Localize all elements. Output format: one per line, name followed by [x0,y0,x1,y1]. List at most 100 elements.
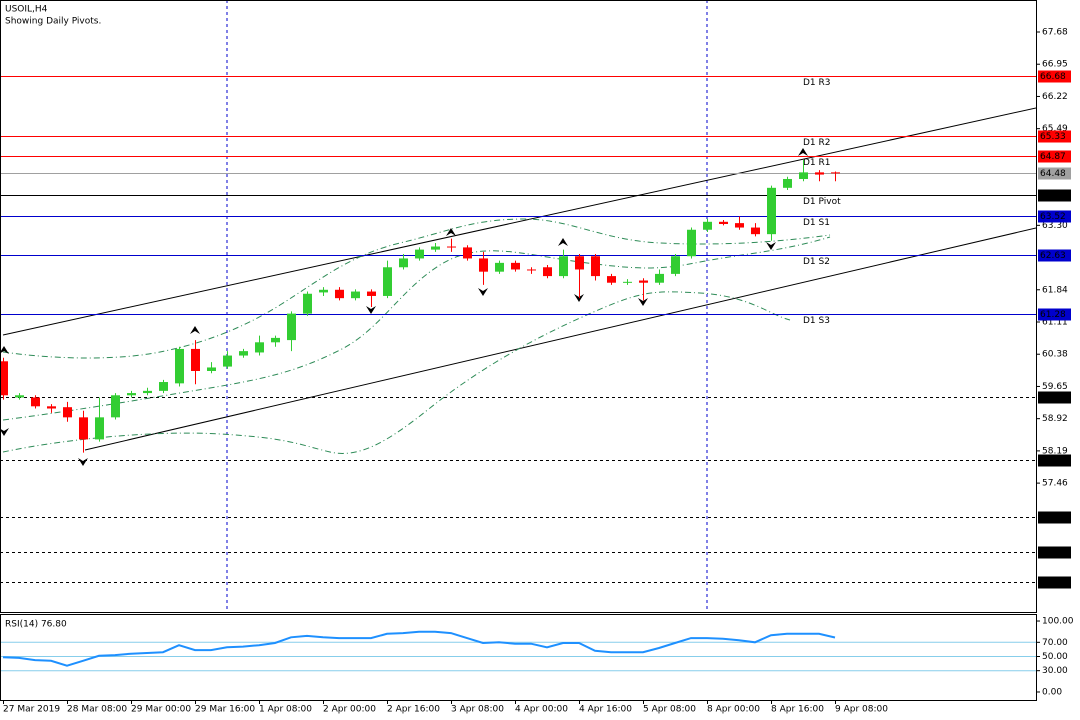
candle-body [511,262,520,270]
chart-subtitle: Showing Daily Pivots. [5,17,101,27]
candle-body [15,395,24,398]
level-name: D1 R2 [803,138,831,148]
candle-body [335,289,344,299]
candle-body [79,417,88,440]
candle-body [63,407,72,418]
price-label-box [1038,150,1071,163]
rsi-frame [0,614,1037,701]
price-label: 59.40 [1040,393,1066,403]
price-label: 63.98 [1040,191,1066,201]
x-tick-label: 5 Apr 08:00 [643,705,696,715]
candle-body [783,178,792,188]
candle-body [559,256,568,277]
price-label: 56.70 [1040,513,1066,523]
y-tick-label: 57.46 [1042,479,1068,489]
decorations [1,1,1036,612]
trend-line [84,227,1036,451]
candle-body [319,289,328,293]
y-tick-label: 61.84 [1042,285,1068,295]
y-tick-label: 65.49 [1042,124,1068,134]
x-tick-label: 29 Mar 00:00 [131,705,191,715]
candle-body [735,223,744,228]
x-tick-label: 2 Apr 16:00 [387,705,440,715]
candle-body [463,247,472,259]
x-tick-label: 2 Apr 00:00 [323,705,376,715]
level-name: D1 S1 [803,218,830,228]
price-label-box [1038,308,1071,321]
candle-body [287,313,296,341]
y-tick-label: 50.00 [1042,652,1068,662]
candle-body [191,348,200,371]
y-tick-label: 70.00 [1042,638,1068,648]
candle-body [303,293,312,314]
candle-body [655,273,664,283]
candle-body [399,258,408,268]
price-label-box [1038,511,1071,524]
candle-body [415,249,424,259]
candle-body [159,382,168,391]
candle-body [479,258,488,272]
candle-body [367,291,376,296]
candle-body [575,256,584,270]
price-label: 64.87 [1040,152,1066,162]
y-tick-label: 59.65 [1042,382,1068,392]
price-label-box [1038,210,1071,223]
main-plot: D1 R3 D1 R2 D1 R1 D1 Pivot D1 S1 D1 S2 D1 S3 [1,76,1036,583]
price-label-box [1038,391,1071,404]
price-label-box [1038,454,1071,467]
main-frame [0,0,1037,613]
price-label: 64.48 [1040,169,1066,179]
candle-body [255,342,264,353]
y-tick-label: 63.30 [1042,221,1068,231]
x-tick-label: 8 Apr 16:00 [771,705,824,715]
candle-body [47,406,56,409]
price-label-box [1038,70,1071,83]
candle-body [1,361,8,396]
candle-body [111,395,120,418]
rsi-title: RSI(14) 76.80 [5,620,67,630]
candle-body [127,393,136,396]
candle-body [223,355,232,367]
y-tick-label: 61.11 [1042,318,1068,328]
candle-body [639,280,648,283]
x-tick-label: 4 Apr 00:00 [515,705,568,715]
candle-body [495,262,504,272]
price-label-box [1038,167,1071,180]
candle-body [239,351,248,356]
y-tick-label: 67.68 [1042,28,1068,38]
level-name: D1 Pivot [803,197,841,207]
price-label: 57.98 [1040,456,1066,466]
price-label: 65.33 [1040,132,1066,142]
candle-body [831,172,840,174]
band-middle [2,236,831,421]
y-tick-label: 66.22 [1042,92,1068,102]
price-label: 55.22 [1040,578,1066,588]
price-label: 61.28 [1040,310,1066,320]
candle-body [431,246,440,250]
x-tick-label: 29 Mar 16:00 [195,705,255,715]
x-tick-label: 28 Mar 08:00 [67,705,127,715]
y-tick-label: 66.95 [1042,60,1068,70]
trend-line [2,107,1036,336]
candle-body [687,229,696,257]
x-tick-label: 3 Apr 08:00 [451,705,504,715]
y-tick-label: 58.92 [1042,414,1068,424]
band-upper [2,218,831,359]
rsi-line [2,630,836,667]
y-tick-label: 100.00 [1042,617,1074,627]
y-tick-label: 58.19 [1042,446,1068,456]
candle-body [95,417,104,440]
x-tick-label: 1 Apr 08:00 [259,705,312,715]
axes: 67.68 66.95 66.22 65.49 63.30 61.84 61.11 60.38… [3,28,1074,715]
x-tick-label: 8 Apr 00:00 [707,705,760,715]
candle-body [799,172,808,179]
level-name: D1 S2 [803,257,830,267]
level-name: D1 S3 [803,316,830,326]
candle-body [207,367,216,371]
candle-body [607,276,616,283]
candle-body [175,348,184,384]
price-label: 63.52 [1040,212,1066,222]
candle-body [447,246,456,248]
candle-body [527,269,536,271]
